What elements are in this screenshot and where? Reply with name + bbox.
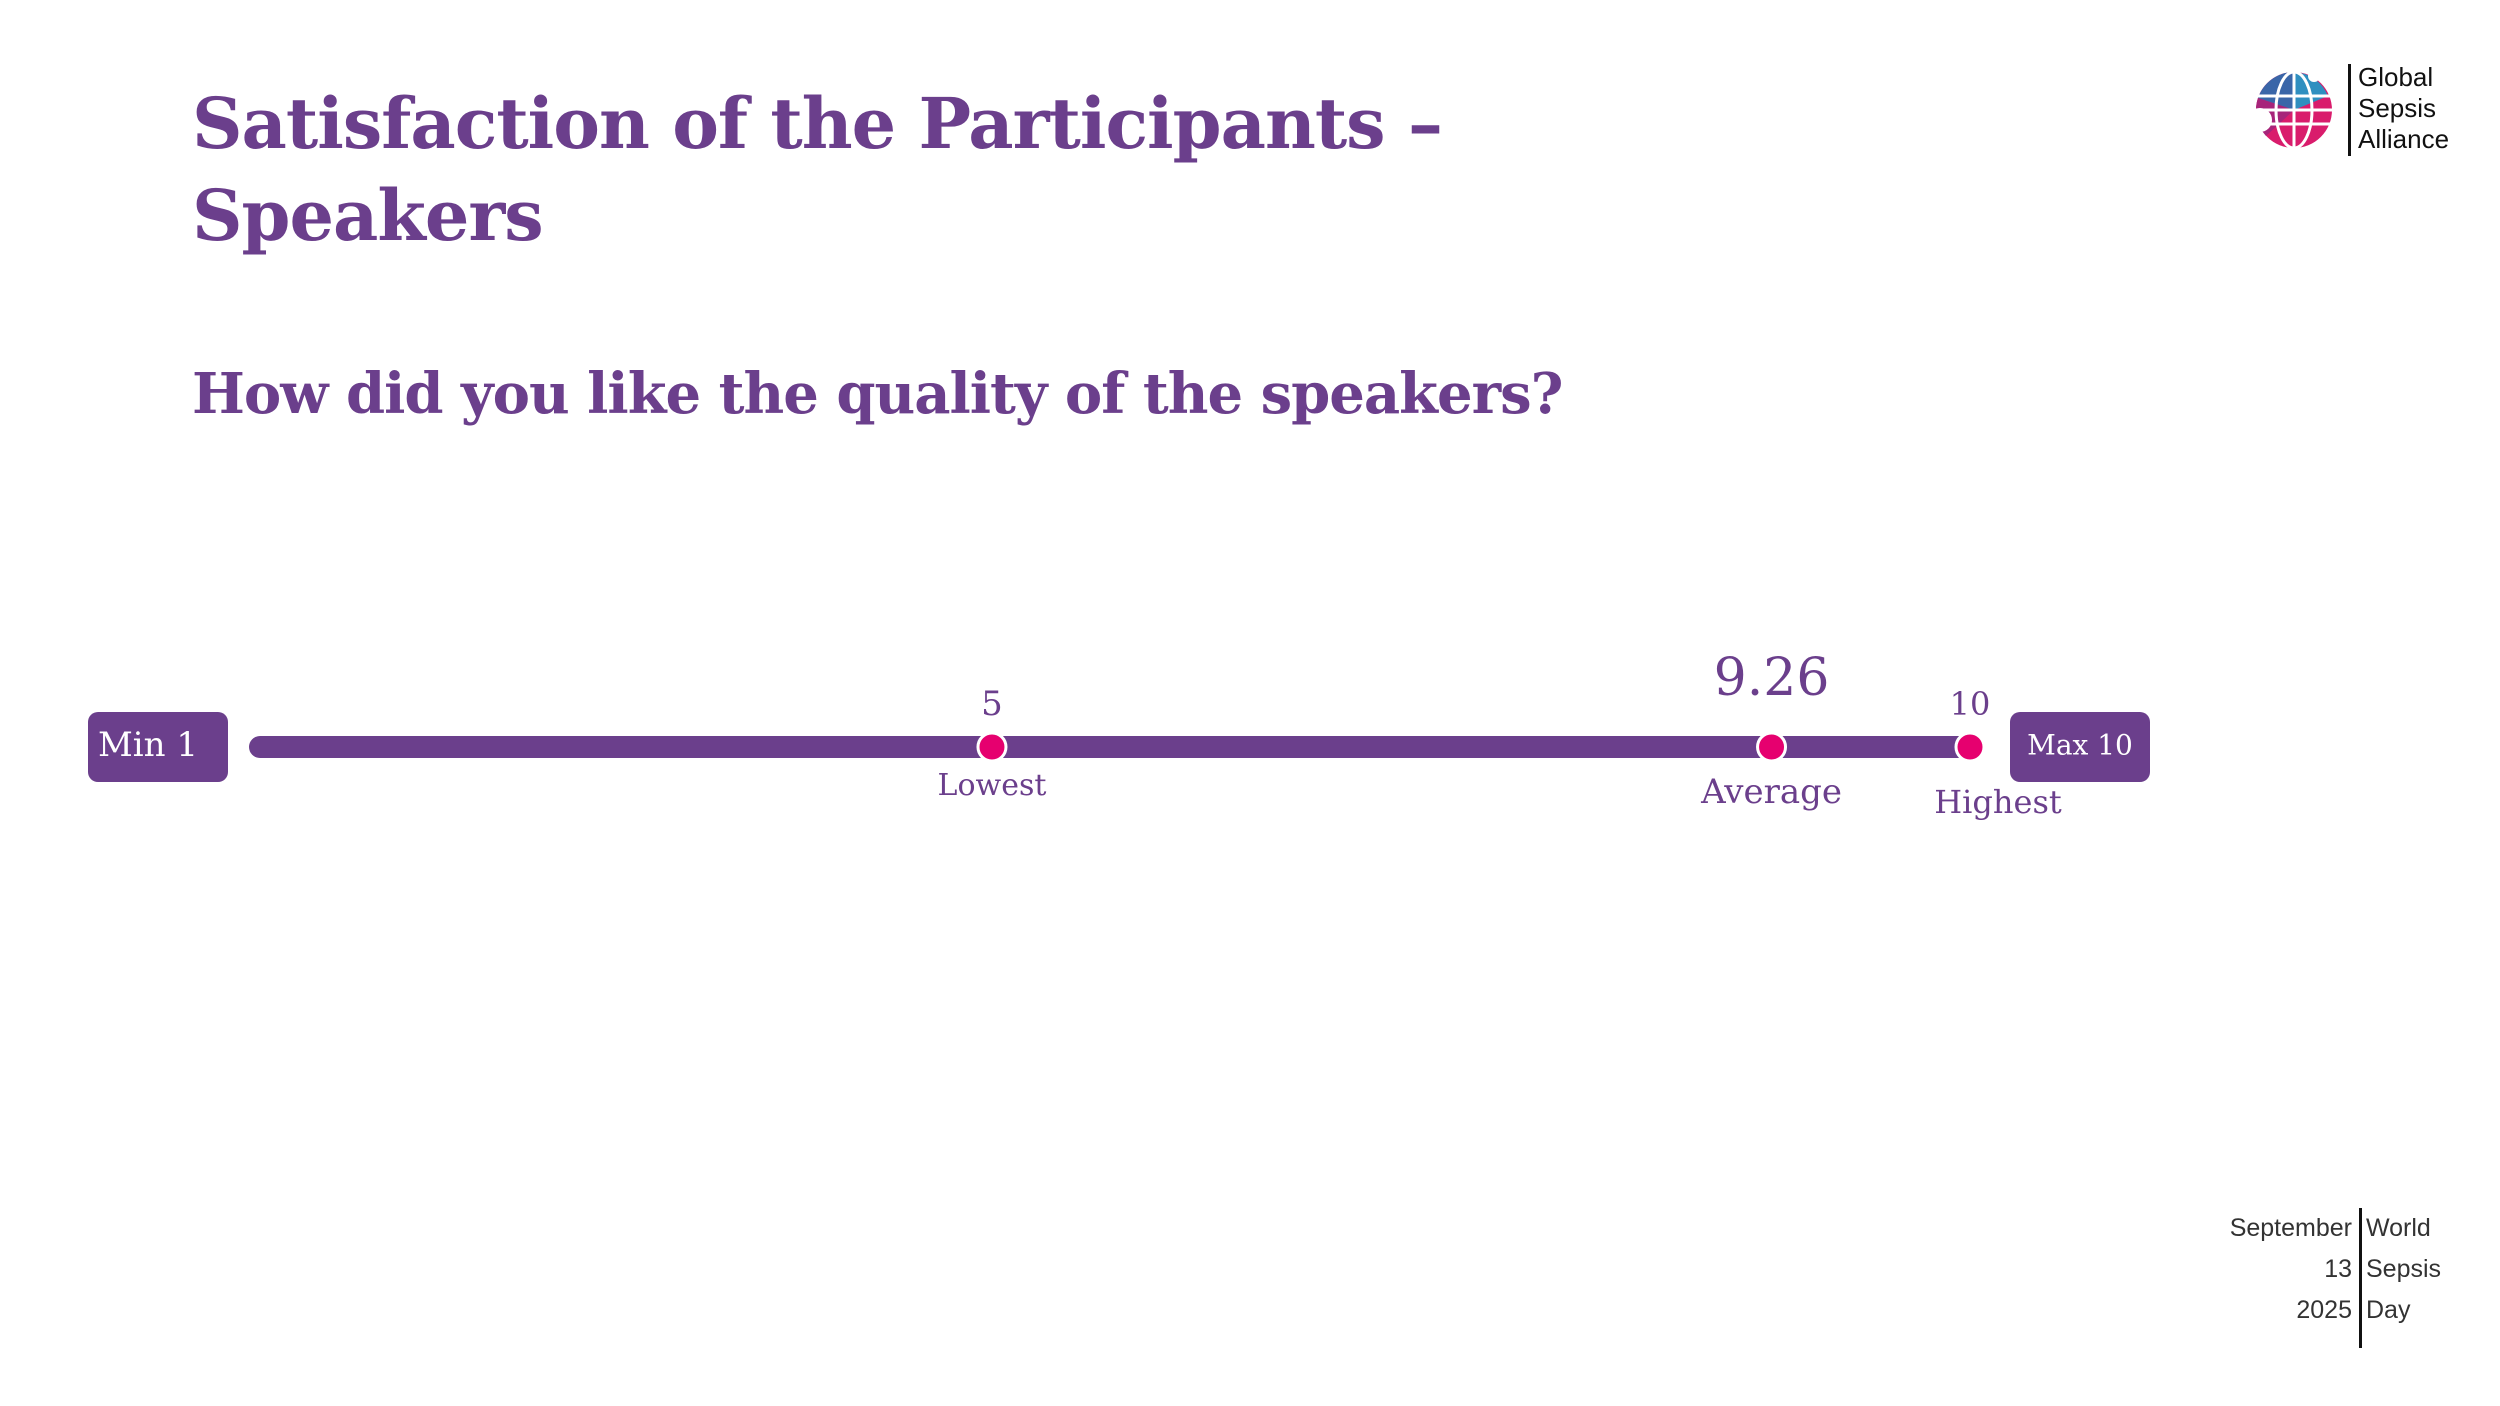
max-label: Max 10 bbox=[2027, 729, 2133, 762]
marker-name-label: Lowest bbox=[938, 768, 1047, 803]
max-pill: Max 10 bbox=[2010, 712, 2150, 782]
page-title: Satisfaction of the Participants – Speak… bbox=[192, 82, 1443, 257]
marker-dot bbox=[976, 731, 1008, 763]
rating-scale-chart: Min 1 Max 10 5 Lowest 9.26 Average 10 Highest bbox=[88, 648, 2150, 821]
marker-highest: 10 Highest bbox=[1934, 685, 2062, 821]
logo-text: Global Sepsis Alliance bbox=[2358, 62, 2449, 155]
footer-event-line: Day bbox=[2366, 1296, 2411, 1324]
footer: September 13 2025 World Sepsis Day bbox=[2180, 1208, 2500, 1358]
footer-date-line: 2025 bbox=[2296, 1296, 2352, 1324]
footer-date-line: September bbox=[2229, 1214, 2352, 1242]
global-sepsis-alliance-logo bbox=[2248, 64, 2351, 156]
footer-divider bbox=[2359, 1208, 2362, 1348]
marker-dot bbox=[1756, 731, 1788, 763]
logo-line: Alliance bbox=[2358, 124, 2450, 154]
footer-event: World Sepsis Day bbox=[2366, 1208, 2441, 1331]
question-text: How did you like the quality of the spea… bbox=[192, 361, 1563, 427]
min-label: Min 1 bbox=[98, 725, 198, 765]
marker-dot bbox=[1954, 731, 1986, 763]
footer-event-line: Sepsis bbox=[2366, 1255, 2442, 1283]
marker-name-label: Highest bbox=[1934, 783, 2062, 821]
marker-value-label: 10 bbox=[1950, 685, 1991, 723]
footer-date: September 13 2025 bbox=[2230, 1208, 2352, 1331]
marker-lowest: 5 Lowest bbox=[938, 684, 1047, 803]
footer-date-line: 13 bbox=[2324, 1255, 2352, 1283]
marker-value-label: 5 bbox=[981, 684, 1003, 724]
globe-icon bbox=[2248, 70, 2332, 150]
logo-line: Sepsis bbox=[2358, 93, 2437, 123]
min-pill: Min 1 bbox=[88, 712, 228, 782]
marker-average: 9.26 Average bbox=[1700, 648, 1842, 812]
footer-event-line: World bbox=[2366, 1214, 2431, 1242]
marker-name-label: Average bbox=[1700, 772, 1842, 812]
logo-line: Global bbox=[2358, 62, 2434, 92]
scale-markers: 5 Lowest 9.26 Average 10 Highest bbox=[938, 648, 2062, 821]
marker-value-label: 9.26 bbox=[1714, 648, 1830, 708]
